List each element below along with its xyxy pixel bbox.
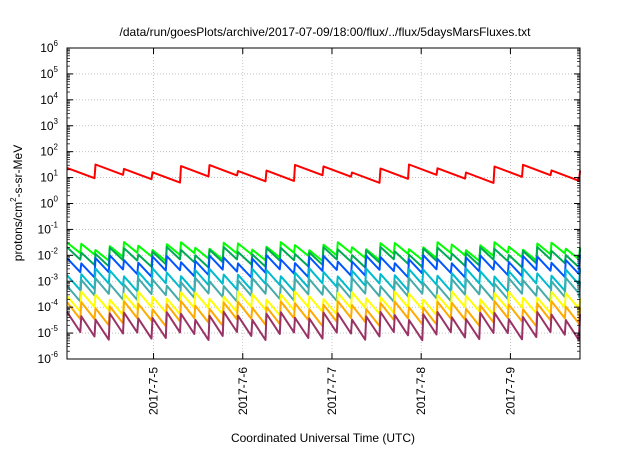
series-line xyxy=(66,276,581,303)
y-tick-label: 101 xyxy=(40,169,58,185)
grid-lines xyxy=(67,48,580,359)
y-tick-label: 10-6 xyxy=(38,350,59,366)
y-tick-label: 10-5 xyxy=(38,324,59,340)
y-tick-label: 104 xyxy=(40,91,58,107)
series-line xyxy=(66,254,581,279)
x-axis-ticks: 2017-7-5 2017-7-6 2017-7-7 2017-7-8 2017-7-9 xyxy=(147,48,517,415)
y-tick-label: 102 xyxy=(40,143,58,159)
y-tick-label: 106 xyxy=(40,39,58,55)
y-tick-label: 10-3 xyxy=(38,272,59,288)
series-line xyxy=(66,163,581,184)
y-tick-label: 10-1 xyxy=(38,220,59,236)
y-tick-label: 103 xyxy=(40,117,58,133)
x-axis-label: Coordinated Universal Time (UTC) xyxy=(231,431,415,445)
series-line xyxy=(66,267,581,293)
y-tick-label: 105 xyxy=(40,65,58,81)
x-tick-label: 2017-7-8 xyxy=(414,367,428,415)
series-line xyxy=(66,241,581,262)
x-tick-label: 2017-7-5 xyxy=(147,367,161,415)
series-line xyxy=(66,290,581,317)
series-line xyxy=(66,310,581,342)
chart-title: /data/run/goesPlots/archive/2017-07-09/1… xyxy=(120,25,532,39)
series-line xyxy=(66,300,581,328)
y-tick-label: 10-4 xyxy=(38,298,59,314)
x-tick-label: 2017-7-7 xyxy=(325,367,339,415)
series-line xyxy=(66,246,581,269)
y-tick-label: 10-2 xyxy=(38,246,59,262)
x-tick-label: 2017-7-9 xyxy=(503,367,517,415)
y-axis-label: protons/cm2-s-sr-MeV xyxy=(9,145,25,261)
x-tick-label: 2017-7-6 xyxy=(236,367,250,415)
series-lines xyxy=(66,163,581,342)
y-tick-label: 100 xyxy=(40,195,58,211)
